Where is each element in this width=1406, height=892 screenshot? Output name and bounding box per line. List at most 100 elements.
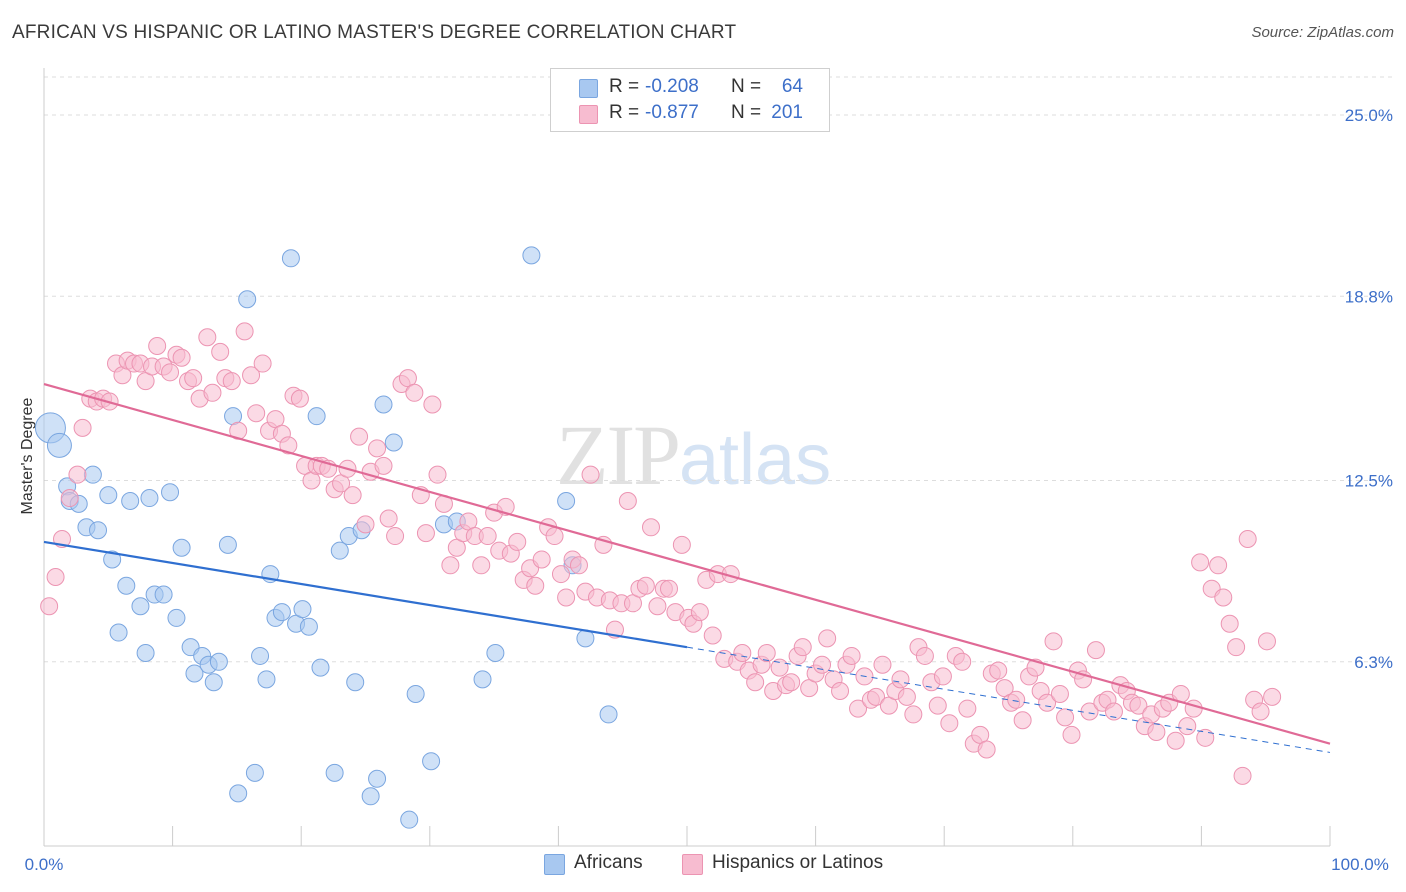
hispanic-point — [198, 328, 217, 347]
african-point — [121, 491, 140, 510]
hispanic-point — [659, 579, 678, 598]
hispanic-point — [184, 369, 203, 388]
hispanic-point — [40, 597, 59, 616]
hispanic-point — [1178, 717, 1197, 736]
hispanic-point — [636, 576, 655, 595]
hispanic-point — [690, 603, 709, 622]
hispanic-point — [672, 535, 691, 554]
hispanic-point — [405, 383, 424, 402]
n-value: 64 — [781, 76, 803, 97]
legend-row-africans: R = -0.208 N = 64 — [551, 75, 829, 101]
hispanic-point — [1104, 702, 1123, 721]
hispanic-point — [253, 354, 272, 373]
africans-swatch — [544, 854, 565, 875]
hispanic-point — [1013, 711, 1032, 730]
hispanic-point — [953, 652, 972, 671]
hispanic-point — [1038, 693, 1057, 712]
hispanics-trend-line — [43, 382, 1331, 745]
x-tick-label: 100.0% — [1331, 855, 1389, 874]
hispanic-point — [235, 322, 254, 341]
african-point — [89, 521, 108, 540]
watermark: ZIPatlas — [556, 405, 831, 505]
hispanic-point — [343, 486, 362, 505]
african-point — [136, 644, 155, 663]
africans-trend-line — [43, 540, 688, 649]
african-point — [172, 538, 191, 557]
hispanic-point — [867, 687, 886, 706]
african-point — [131, 597, 150, 616]
hispanic-point — [1191, 553, 1210, 572]
hispanic-point — [1007, 690, 1026, 709]
african-point — [117, 576, 136, 595]
african-point — [238, 290, 257, 309]
africans-trend-extension — [686, 646, 1331, 753]
african-point — [311, 658, 330, 677]
hispanic-point — [551, 565, 570, 584]
african-point — [599, 705, 618, 724]
african-point — [140, 489, 159, 508]
african-point — [281, 249, 300, 268]
watermark-atlas: atlas — [679, 420, 832, 500]
hispanic-point — [977, 740, 996, 759]
hispanic-point — [1257, 632, 1276, 651]
hispanic-point — [641, 518, 660, 537]
y-tick-label: 18.8% — [1345, 287, 1393, 306]
african-point — [229, 784, 248, 803]
hispanic-point — [618, 491, 637, 510]
hispanic-point — [1050, 684, 1069, 703]
hispanic-point — [989, 661, 1008, 680]
x-tick-label: 0.0% — [25, 855, 64, 874]
hispanic-point — [940, 714, 959, 733]
hispanic-point — [928, 696, 947, 715]
hispanic-point — [68, 465, 87, 484]
hispanic-point — [211, 342, 230, 361]
chart-title: AFRICAN VS HISPANIC OR LATINO MASTER'S D… — [12, 22, 737, 43]
hispanic-point — [581, 465, 600, 484]
africans-swatch — [579, 79, 598, 98]
hispanics-swatch — [579, 105, 598, 124]
african-point — [522, 246, 541, 265]
hispanic-point — [242, 366, 261, 385]
african-point — [257, 670, 276, 689]
hispanic-point — [172, 348, 191, 367]
hispanic-point — [161, 363, 180, 382]
hispanic-point — [1196, 728, 1215, 747]
r-label: R = — [609, 76, 640, 97]
african-point — [400, 810, 419, 829]
hispanic-point — [1251, 702, 1270, 721]
n-label: N = — [731, 102, 762, 123]
hispanic-point — [1129, 696, 1148, 715]
hispanic-point — [904, 705, 923, 724]
african-point — [293, 600, 312, 619]
african-point — [406, 684, 425, 703]
hispanic-point — [1209, 556, 1228, 575]
r-value: -0.208 — [645, 76, 699, 97]
hispanic-point — [770, 658, 789, 677]
y-tick-label: 12.5% — [1345, 472, 1393, 491]
hispanic-point — [356, 515, 375, 534]
hispanic-point — [1056, 708, 1075, 727]
correlation-legend: R = -0.208 N = 64 R = -0.877 N = 201 — [550, 68, 830, 132]
n-value: 201 — [771, 102, 803, 123]
african-point — [218, 535, 237, 554]
african-point — [99, 486, 118, 505]
african-point — [368, 769, 387, 788]
y-tick-label: 6.3% — [1354, 653, 1393, 672]
hispanic-point — [1227, 638, 1246, 657]
hispanic-point — [746, 673, 765, 692]
hispanic-point — [1263, 687, 1282, 706]
hispanic-point — [423, 395, 442, 414]
y-tick-label: 25.0% — [1345, 106, 1393, 125]
hispanic-point — [648, 597, 667, 616]
african-point — [161, 483, 180, 502]
hispanic-point — [148, 337, 167, 356]
african-point — [486, 644, 505, 663]
african-point — [361, 787, 380, 806]
african-point — [272, 603, 291, 622]
hispanic-point — [897, 687, 916, 706]
hispanic-point — [818, 629, 837, 648]
hispanic-point — [279, 436, 298, 455]
hispanic-point — [1233, 766, 1252, 785]
african-point — [103, 550, 122, 569]
